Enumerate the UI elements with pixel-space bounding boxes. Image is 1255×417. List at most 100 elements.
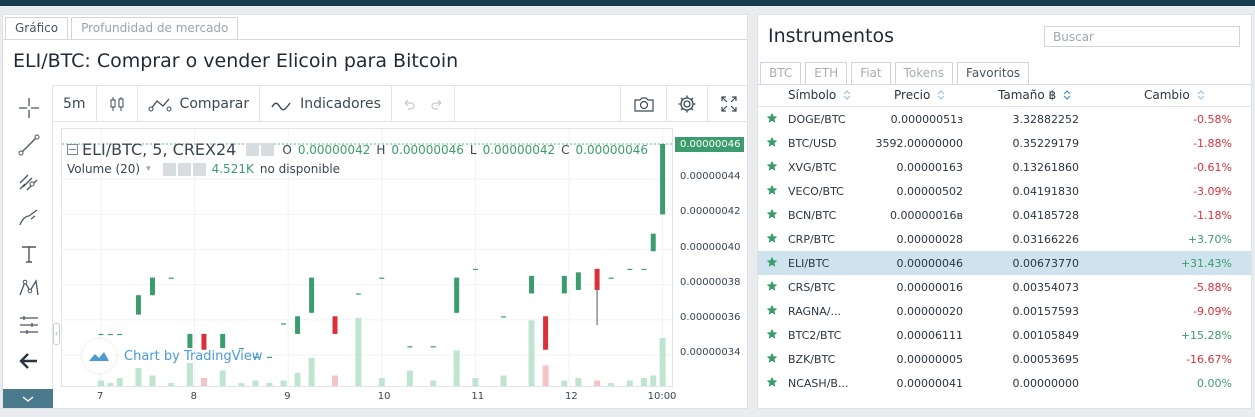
- compare-button[interactable]: Comparar: [138, 85, 261, 122]
- star-icon[interactable]: [766, 184, 778, 196]
- table-row[interactable]: DOGE/BTC 0.00000051з 3.32882252 -0.58%: [758, 107, 1251, 131]
- size-cell: 0.04191830: [1012, 185, 1079, 198]
- measure-icon[interactable]: [16, 312, 42, 338]
- table-row[interactable]: NCASH/B... 0.00000041 0.00000000 0.00%: [758, 371, 1251, 395]
- collapse-toolbar-handle[interactable]: ‹: [53, 323, 60, 345]
- volume-bar: [453, 350, 460, 386]
- price-cell: 0.00000020: [896, 305, 963, 318]
- star-icon[interactable]: [766, 208, 778, 220]
- close-icon[interactable]: [192, 162, 206, 176]
- collapse-legend-icon[interactable]: [67, 144, 78, 155]
- price-axis[interactable]: 0.00000046 0.00000044 0.00000042 0.0000004…: [674, 128, 746, 387]
- text-icon[interactable]: [16, 241, 42, 267]
- crosshair-icon[interactable]: [16, 95, 42, 121]
- table-row[interactable]: BZK/BTC 0.00000005 0.00053695 -16.67%: [758, 347, 1251, 371]
- candle-body: [641, 268, 647, 271]
- col-size[interactable]: Tamaño ฿: [998, 88, 1072, 102]
- time-tick-label: 9: [284, 391, 291, 402]
- chart-tabs: Gráfico Profundidad de mercado: [5, 17, 239, 39]
- settings-small-icon[interactable]: [177, 162, 191, 176]
- candle-body: [281, 323, 287, 325]
- pattern-icon[interactable]: [16, 276, 42, 302]
- candle-body: [107, 333, 113, 336]
- size-cell: 0.00157593: [1012, 305, 1079, 318]
- screenshot-button[interactable]: [621, 85, 667, 122]
- tradingview-watermark[interactable]: Chart by TradingView: [82, 339, 262, 373]
- table-row[interactable]: RAGNA/... 0.00000020 0.00157593 -9.09%: [758, 299, 1251, 323]
- tab-btc[interactable]: BTC: [760, 62, 802, 84]
- redo-icon[interactable]: [430, 97, 444, 111]
- volume-bar: [332, 375, 338, 386]
- table-row[interactable]: ELI/BTC 0.00000046 0.00673770 +31.43%: [758, 251, 1251, 275]
- undo-icon[interactable]: [402, 97, 416, 111]
- chevron-down-icon: [22, 395, 34, 402]
- time-tick-label: 11: [471, 391, 485, 402]
- tabs-divider: [758, 84, 1251, 85]
- candles-icon: [110, 96, 124, 111]
- table-row[interactable]: CRS/BTC 0.00000016 0.00354073 -5.88%: [758, 275, 1251, 299]
- back-arrow-icon[interactable]: [16, 348, 42, 374]
- change-cell: +15.28%: [1180, 329, 1232, 342]
- col-price[interactable]: Precio: [894, 88, 946, 102]
- col-symbol[interactable]: Símbolo: [788, 88, 852, 102]
- chart-plot[interactable]: ELI/BTC, 5, CREX24 O 0.00000042 H 0.000000…: [61, 128, 673, 387]
- chevron-down-icon[interactable]: ▾: [146, 164, 151, 174]
- interval-button[interactable]: 5m: [53, 85, 97, 122]
- volume-bar: [107, 383, 114, 386]
- candle-type-button[interactable]: [97, 85, 138, 122]
- table-row[interactable]: BTC2/BTC 0.00006111 0.00105849 +15.28%: [758, 323, 1251, 347]
- table-row[interactable]: VECO/BTC 0.00000502 0.04191830 -3.09%: [758, 179, 1251, 203]
- volume-bar: [542, 365, 549, 386]
- indicators-button[interactable]: Indicadores: [260, 85, 392, 122]
- star-icon[interactable]: [766, 328, 778, 340]
- tab-tokens[interactable]: Tokens: [894, 62, 954, 84]
- search-input[interactable]: [1044, 26, 1240, 47]
- volume-value: 4.521K: [211, 162, 254, 176]
- fullscreen-button[interactable]: [708, 86, 747, 122]
- change-cell: -0.58%: [1193, 113, 1232, 126]
- table-row[interactable]: CRP/BTC 0.00000028 0.03166226 +3.70%: [758, 227, 1251, 251]
- eye-icon[interactable]: [162, 162, 176, 176]
- col-change[interactable]: Cambio: [1144, 88, 1206, 102]
- star-icon[interactable]: [766, 160, 778, 172]
- candle-body: [355, 293, 361, 295]
- chart-legend: ELI/BTC, 5, CREX24 O 0.00000042 H 0.000000…: [67, 140, 648, 159]
- trend-line-icon[interactable]: [16, 132, 42, 158]
- candle-body: [117, 333, 123, 336]
- sort-icon: [937, 90, 945, 100]
- candle-body: [529, 275, 535, 294]
- symbol-cell: NCASH/B...: [788, 377, 849, 390]
- tab-eth[interactable]: ETH: [805, 62, 848, 84]
- settings-small-icon[interactable]: [261, 143, 275, 156]
- candle-body: [561, 275, 567, 294]
- star-icon[interactable]: [766, 376, 778, 388]
- star-icon[interactable]: [766, 232, 778, 244]
- candle-body: [266, 356, 272, 358]
- star-icon[interactable]: [766, 304, 778, 316]
- tab-market-depth[interactable]: Profundidad de mercado: [71, 17, 239, 39]
- table-row[interactable]: XVG/BTC 0.00000163 0.13261860 -0.61%: [758, 155, 1251, 179]
- time-axis[interactable]: 7 8 9 10 11 12 10:00: [61, 387, 746, 407]
- table-row[interactable]: BCN/BTC 0.00000016в 0.04185728 -1.18%: [758, 203, 1251, 227]
- tab-fiat[interactable]: Fiat: [851, 62, 891, 84]
- table-row[interactable]: BTC/USD 3592.00000000 0.35229179 -1.88%: [758, 131, 1251, 155]
- change-cell: +3.70%: [1187, 233, 1232, 246]
- brush-icon[interactable]: [16, 204, 42, 230]
- tab-chart[interactable]: Gráfico: [5, 17, 69, 39]
- price-tick-label: 0.00000038: [680, 276, 741, 288]
- star-icon[interactable]: [766, 256, 778, 268]
- star-icon[interactable]: [766, 136, 778, 148]
- tools-expand-button[interactable]: [3, 389, 53, 408]
- high-value: 0.00000046: [391, 142, 464, 157]
- candle-body: [608, 277, 614, 279]
- candle-body: [500, 316, 506, 318]
- fib-icon[interactable]: [16, 168, 42, 194]
- tab-favorites[interactable]: Favoritos: [957, 62, 1030, 84]
- eye-icon[interactable]: [246, 143, 260, 156]
- star-icon[interactable]: [766, 352, 778, 364]
- settings-button[interactable]: [667, 85, 708, 122]
- candlestick-chart: [62, 129, 672, 386]
- candle-body: [252, 356, 258, 358]
- star-icon[interactable]: [766, 112, 778, 124]
- star-icon[interactable]: [766, 280, 778, 292]
